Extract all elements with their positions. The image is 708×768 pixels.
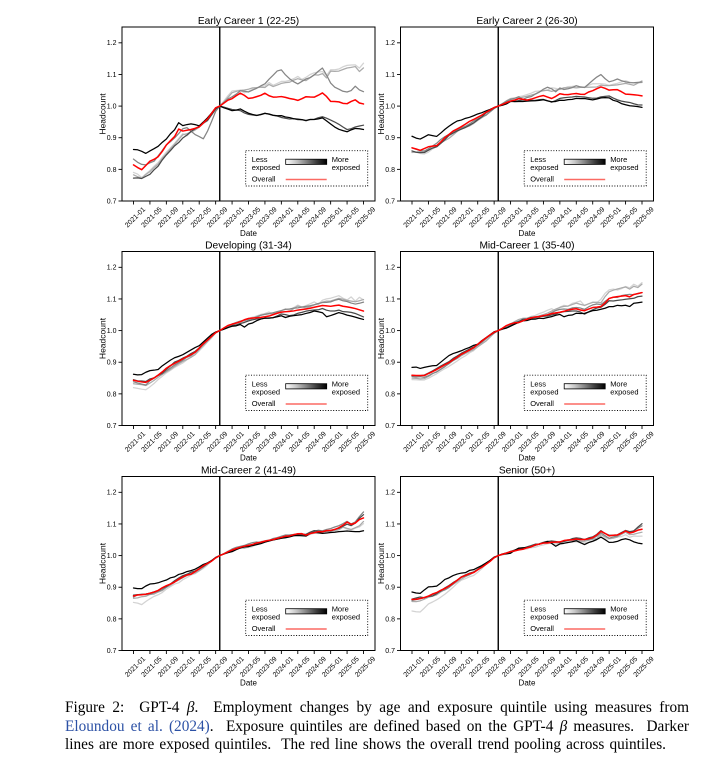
- svg-text:1.0: 1.0: [385, 328, 395, 335]
- svg-text:0.8: 0.8: [385, 616, 395, 623]
- svg-text:Overall: Overall: [252, 175, 276, 184]
- svg-text:0.9: 0.9: [107, 585, 117, 592]
- svg-text:exposed: exposed: [530, 612, 558, 621]
- svg-text:1.0: 1.0: [107, 328, 117, 335]
- svg-text:1.1: 1.1: [385, 72, 395, 79]
- svg-text:exposed: exposed: [530, 163, 558, 172]
- svg-text:Date: Date: [240, 679, 257, 688]
- svg-text:0.8: 0.8: [107, 167, 117, 174]
- svg-text:Headcount: Headcount: [98, 317, 108, 359]
- svg-text:1.1: 1.1: [107, 521, 117, 528]
- svg-text:0.8: 0.8: [385, 391, 395, 398]
- svg-text:exposed: exposed: [332, 387, 360, 396]
- svg-text:0.9: 0.9: [385, 135, 395, 142]
- svg-text:Overall: Overall: [252, 624, 276, 633]
- svg-text:Date: Date: [240, 454, 257, 463]
- svg-text:exposed: exposed: [252, 387, 280, 396]
- svg-text:exposed: exposed: [252, 163, 280, 172]
- svg-text:exposed: exposed: [332, 612, 360, 621]
- svg-text:1.2: 1.2: [385, 490, 395, 497]
- svg-text:Less: Less: [252, 155, 268, 164]
- svg-text:exposed: exposed: [610, 612, 638, 621]
- svg-text:Less: Less: [252, 380, 268, 389]
- svg-text:Senior (50+): Senior (50+): [499, 465, 555, 476]
- svg-text:0.7: 0.7: [385, 423, 395, 430]
- svg-text:0.7: 0.7: [385, 198, 395, 205]
- svg-text:0.8: 0.8: [107, 616, 117, 623]
- svg-text:Headcount: Headcount: [98, 93, 108, 135]
- svg-text:Date: Date: [519, 229, 536, 238]
- svg-text:0.7: 0.7: [385, 648, 395, 655]
- svg-text:1.1: 1.1: [107, 296, 117, 303]
- svg-text:Date: Date: [519, 679, 536, 688]
- svg-text:Developing (31-34): Developing (31-34): [205, 240, 292, 251]
- svg-text:0.8: 0.8: [385, 167, 395, 174]
- svg-text:Overall: Overall: [530, 399, 554, 408]
- svg-text:More: More: [610, 155, 627, 164]
- svg-text:Overall: Overall: [252, 399, 276, 408]
- svg-text:0.7: 0.7: [107, 423, 117, 430]
- svg-text:0.9: 0.9: [107, 135, 117, 142]
- svg-text:1.0: 1.0: [107, 103, 117, 110]
- svg-text:Overall: Overall: [530, 175, 554, 184]
- svg-text:Date: Date: [519, 454, 536, 463]
- svg-text:0.9: 0.9: [385, 585, 395, 592]
- svg-text:0.9: 0.9: [107, 360, 117, 367]
- svg-text:Less: Less: [530, 605, 546, 614]
- svg-text:1.1: 1.1: [385, 521, 395, 528]
- svg-text:Early Career 2 (26-30): Early Career 2 (26-30): [476, 16, 577, 27]
- svg-text:exposed: exposed: [610, 163, 638, 172]
- svg-text:More: More: [610, 380, 627, 389]
- svg-text:1.0: 1.0: [107, 553, 117, 560]
- svg-text:0.7: 0.7: [107, 648, 117, 655]
- svg-text:Less: Less: [252, 605, 268, 614]
- svg-text:0.8: 0.8: [107, 391, 117, 398]
- svg-text:Overall: Overall: [530, 624, 554, 633]
- svg-text:Less: Less: [530, 380, 546, 389]
- svg-text:Date: Date: [240, 229, 257, 238]
- svg-text:1.2: 1.2: [107, 40, 117, 47]
- svg-text:1.2: 1.2: [107, 265, 117, 272]
- svg-text:exposed: exposed: [332, 163, 360, 172]
- svg-text:exposed: exposed: [252, 612, 280, 621]
- svg-text:Mid-Career 1 (35-40): Mid-Career 1 (35-40): [479, 240, 574, 251]
- svg-text:Mid-Career 2 (41-49): Mid-Career 2 (41-49): [201, 465, 296, 476]
- svg-text:exposed: exposed: [610, 387, 638, 396]
- svg-text:More: More: [332, 605, 349, 614]
- svg-text:exposed: exposed: [530, 387, 558, 396]
- svg-text:More: More: [332, 380, 349, 389]
- svg-text:Less: Less: [530, 155, 546, 164]
- svg-text:1.0: 1.0: [385, 553, 395, 560]
- svg-text:Headcount: Headcount: [98, 542, 108, 584]
- svg-text:1.0: 1.0: [385, 103, 395, 110]
- svg-text:More: More: [332, 155, 349, 164]
- svg-text:1.2: 1.2: [385, 40, 395, 47]
- svg-text:More: More: [610, 605, 627, 614]
- svg-text:0.7: 0.7: [107, 198, 117, 205]
- svg-text:Early Career 1 (22-25): Early Career 1 (22-25): [198, 16, 299, 27]
- svg-text:1.1: 1.1: [385, 296, 395, 303]
- svg-text:1.1: 1.1: [107, 72, 117, 79]
- svg-text:1.2: 1.2: [107, 490, 117, 497]
- svg-text:Headcount: Headcount: [376, 542, 386, 584]
- svg-text:0.9: 0.9: [385, 360, 395, 367]
- svg-text:Headcount: Headcount: [376, 317, 386, 359]
- svg-text:1.2: 1.2: [385, 265, 395, 272]
- svg-text:Headcount: Headcount: [376, 93, 386, 135]
